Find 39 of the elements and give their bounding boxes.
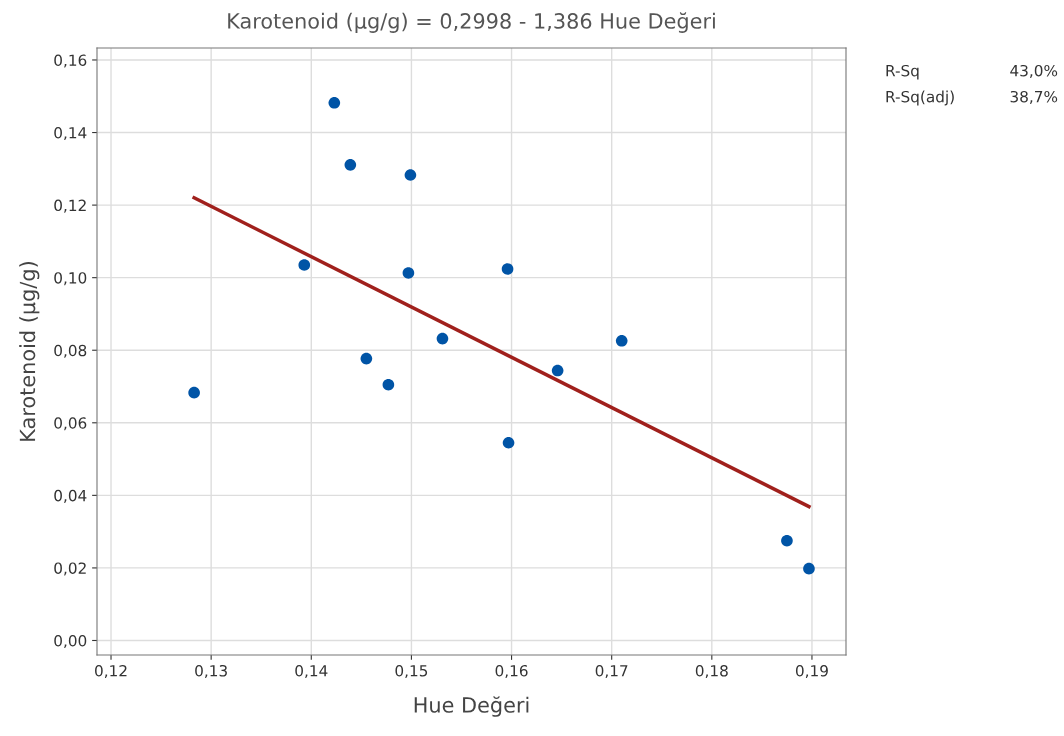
text: R-Sq(adj) <box>886 90 954 106</box>
point <box>615 334 628 347</box>
point <box>382 378 395 391</box>
point <box>501 263 514 275</box>
point <box>328 96 341 109</box>
x-tick-label: 0,13 <box>195 664 227 679</box>
x-tick-label: 0,12 <box>95 664 127 679</box>
text: R-Sq <box>886 64 919 80</box>
point <box>436 332 449 345</box>
point <box>781 534 793 547</box>
point <box>360 352 373 365</box>
y-tick-label: 0,12 <box>54 199 86 213</box>
x-tick-label: 0,16 <box>495 664 528 679</box>
text: 38,7% <box>1010 90 1058 104</box>
point <box>344 159 357 171</box>
point <box>502 436 515 449</box>
x-tick-label: 0,15 <box>395 664 428 679</box>
y-tick-label: 0,14 <box>54 127 87 141</box>
x-axis-title: Hue Değeri <box>414 696 529 717</box>
point <box>188 386 200 399</box>
point <box>404 169 417 181</box>
point <box>402 267 415 279</box>
y-tick-label: 0,16 <box>54 54 87 68</box>
y-axis-title: Karotenoid (µg/g) <box>19 262 40 441</box>
x-tick-label: 0,18 <box>695 664 728 679</box>
point <box>803 562 815 575</box>
chart-title: Karotenoid (µg/g) = 0,2998 - 1,386 Hue Değeri <box>228 12 715 33</box>
y-tick-label: 0,08 <box>54 344 87 358</box>
x-tick-label: 0,19 <box>795 664 828 679</box>
y-tick-label: 0,10 <box>54 272 87 286</box>
y-tick-label: 0,02 <box>54 562 86 576</box>
point <box>551 364 564 377</box>
y-tick-label: 0,04 <box>54 489 87 503</box>
text: 43,0% <box>1010 64 1058 78</box>
y-tick-label: 0,00 <box>54 634 87 649</box>
y-tick-label: 0,06 <box>54 417 87 431</box>
x-tick-label: 0,14 <box>295 664 328 679</box>
x-tick-label: 0,17 <box>595 664 628 679</box>
point <box>298 259 311 271</box>
